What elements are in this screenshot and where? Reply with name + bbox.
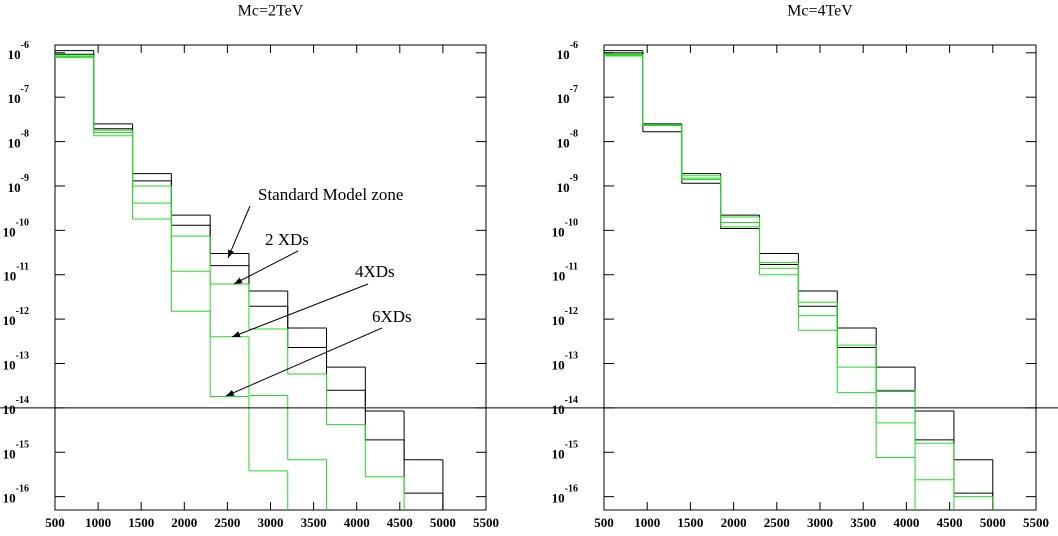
x-tick-label: 4500 [937, 515, 963, 530]
y-tick-label: 10-8 [557, 129, 578, 151]
y-tick-label: 10-15 [552, 440, 578, 462]
y-tick-label: 10-12 [3, 306, 29, 328]
y-tick-label: 10-11 [3, 262, 29, 284]
x-tick-label: 2500 [764, 515, 790, 530]
annotation-arrow [233, 250, 299, 285]
x-tick-label: 3500 [850, 515, 876, 530]
x-tick-label: 3000 [258, 515, 284, 530]
annotation: Standard Model zone [258, 185, 403, 204]
plot-frame [603, 44, 1037, 511]
y-tick-label: 10-13 [3, 351, 29, 373]
annotation: 4XDs [355, 262, 395, 281]
x-tick-label: 1500 [128, 515, 154, 530]
x-tick-label: 500 [45, 515, 65, 530]
histogram-series [604, 54, 955, 510]
y-tick-label: 10-13 [552, 351, 578, 373]
x-tick-label: 1000 [634, 515, 660, 530]
x-tick-label: 5000 [430, 515, 456, 530]
x-tick-label: 4000 [344, 515, 370, 530]
histogram-series [55, 54, 405, 510]
x-tick-label: 3500 [301, 515, 327, 530]
histogram-series [55, 53, 444, 510]
y-tick-label: 10-7 [8, 84, 29, 106]
y-tick-label: 10-14 [3, 395, 29, 417]
y-tick-label: 10-6 [557, 40, 578, 62]
x-tick-label: 2000 [721, 515, 747, 530]
x-tick-label: 500 [594, 515, 614, 530]
y-tick-label: 10-6 [8, 40, 29, 62]
x-tick-label: 5500 [1023, 515, 1049, 530]
chart-title: Mc=4TeV [787, 3, 853, 20]
y-tick-label: 10-15 [3, 440, 29, 462]
y-tick-label: 10-9 [557, 173, 578, 195]
annotation-arrow [231, 283, 369, 338]
x-tick-label: 2500 [214, 515, 240, 530]
y-tick-label: 10-14 [552, 395, 578, 417]
y-tick-label: 10-16 [552, 484, 578, 506]
x-tick-label: 1500 [677, 515, 703, 530]
x-tick-label: 2000 [171, 515, 197, 530]
histogram-series [55, 55, 328, 510]
y-tick-label: 10-16 [3, 484, 29, 506]
annotation: 2 XDs [265, 230, 309, 249]
annotation-arrow [225, 327, 383, 397]
y-tick-label: 10-10 [3, 218, 29, 240]
y-tick-label: 10-7 [557, 84, 578, 106]
x-tick-label: 3000 [807, 515, 833, 530]
x-tick-label: 1000 [85, 515, 111, 530]
y-tick-label: 10-11 [552, 262, 578, 284]
plot-frame [54, 44, 487, 511]
annotation-arrow [227, 205, 251, 259]
x-tick-label: 5000 [980, 515, 1006, 530]
y-tick-label: 10-10 [552, 218, 578, 240]
chart-title: Mc=2TeV [238, 3, 304, 20]
y-tick-label: 10-9 [8, 173, 29, 195]
y-tick-label: 10-8 [8, 129, 29, 151]
histogram-series [604, 55, 916, 510]
x-tick-label: 4500 [387, 515, 413, 530]
x-tick-label: 4000 [893, 515, 919, 530]
annotation: 6XDs [372, 307, 412, 326]
histogram-series [55, 56, 289, 510]
y-tick-label: 10-12 [552, 306, 578, 328]
x-tick-label: 5500 [473, 515, 499, 530]
